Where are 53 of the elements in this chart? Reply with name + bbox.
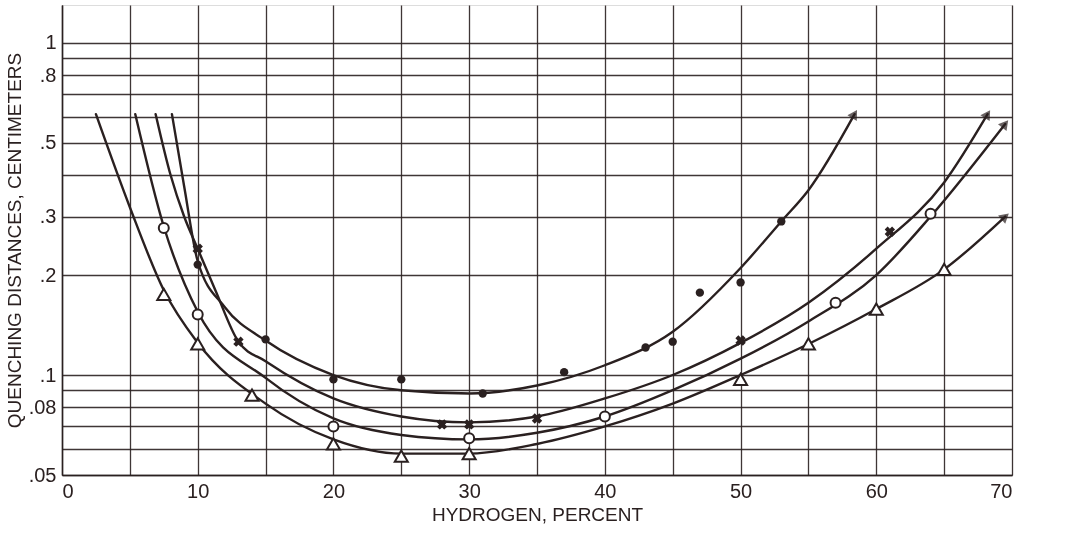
- point: [397, 375, 406, 384]
- point: [193, 260, 202, 269]
- x-tick-label: 10: [187, 479, 210, 502]
- y-tick-label: .5: [39, 131, 57, 154]
- point: [463, 432, 476, 445]
- point: [233, 336, 244, 347]
- point: [191, 308, 204, 321]
- point: [733, 372, 749, 387]
- point: [261, 335, 270, 344]
- y-tick-label: .1: [39, 363, 57, 386]
- point: [329, 375, 338, 384]
- y-axis-title: QUENCHING DISTANCES, CENTIMETERS: [3, 52, 25, 429]
- x-tick-label: 0: [62, 479, 74, 502]
- point: [393, 449, 409, 463]
- x-tick-label: 50: [729, 479, 753, 502]
- point: [695, 288, 705, 297]
- point: [735, 335, 746, 346]
- y-tick-label: .2: [39, 263, 57, 286]
- point: [436, 419, 448, 430]
- point: [777, 217, 786, 226]
- point: [924, 207, 937, 220]
- point: [559, 367, 569, 377]
- point: [478, 389, 487, 398]
- point: [463, 419, 475, 430]
- point: [190, 337, 206, 351]
- point: [884, 226, 896, 237]
- point: [461, 446, 477, 461]
- point: [868, 302, 884, 316]
- x-tick-label: 70: [990, 479, 1013, 502]
- x-tick-label: 40: [594, 479, 617, 502]
- y-tick-label: .8: [39, 63, 57, 86]
- x-axis-title: HYDROGEN, PERCENT: [431, 503, 644, 525]
- point: [736, 278, 745, 287]
- x-tick-label: 30: [458, 479, 481, 502]
- x-tick-label: 60: [865, 479, 888, 502]
- y-tick-label: 1: [45, 31, 57, 54]
- point: [936, 262, 952, 277]
- point: [156, 287, 172, 301]
- x-tick-label: 20: [322, 479, 346, 502]
- point: [800, 337, 816, 351]
- point: [531, 413, 543, 424]
- point: [325, 437, 341, 451]
- point: [157, 222, 170, 235]
- point: [598, 410, 611, 423]
- y-tick-label: .05: [28, 463, 57, 486]
- y-tick-label: .3: [39, 205, 57, 228]
- point: [192, 243, 203, 254]
- point: [829, 296, 842, 309]
- point: [668, 337, 677, 346]
- y-tick-label: .08: [28, 395, 57, 418]
- point: [244, 388, 260, 402]
- point: [327, 420, 340, 433]
- point: [641, 343, 650, 352]
